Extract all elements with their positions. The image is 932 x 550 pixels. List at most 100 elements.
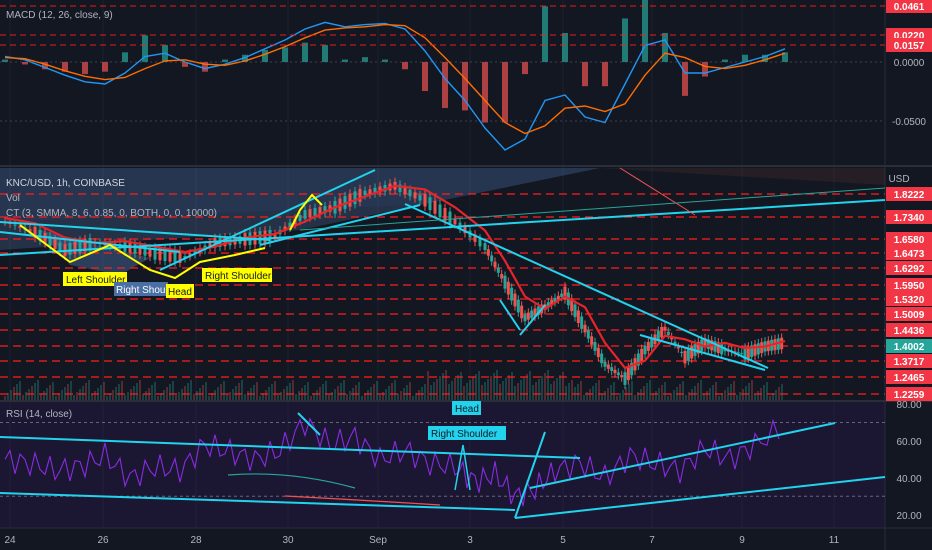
macd-histogram-bar [462,62,468,111]
candle-body [43,233,47,244]
macd-histogram-bar [262,49,268,62]
volume-bar [193,394,195,400]
candle-body [613,369,617,374]
head-label: Head [168,287,192,298]
macd-histogram-bar [2,59,8,62]
macd-histogram-bar [582,62,588,87]
volume-bar [361,396,363,400]
candle-body [298,214,302,221]
volume-bar [100,385,102,400]
price-title[interactable]: KNC/USD, 1h, COINBASE [6,178,125,189]
volume-bar [448,384,450,400]
rsi-title[interactable]: RSI (14, close) [6,409,72,420]
price-level-tag [886,307,932,321]
rsi-trend-line [514,431,546,519]
volume-bar [469,380,471,400]
candle-body [413,192,417,199]
volume-bar [454,378,456,400]
volume-bar [289,383,291,400]
candle-body [378,186,382,193]
candle-body [560,293,564,297]
volume-bar [235,386,237,400]
macd-histogram-bar [102,62,108,72]
currency-label: USD [888,174,909,185]
macd-axis-label: 0.0461 [894,2,925,13]
volume-bar [496,370,498,400]
rsi-head-box[interactable] [452,401,481,415]
candle-body [178,250,182,263]
volume-bar [61,390,63,400]
volume-bar [406,385,408,400]
volume-bar [298,391,300,400]
volume-bar [757,391,759,400]
volume-bar [124,395,126,400]
macd-axis-label: 0.0157 [894,41,925,52]
volume-bar [745,386,747,400]
rsi-right-shoulder-box[interactable] [428,426,506,440]
volume-bar [775,390,777,400]
volume-bar [622,390,624,400]
volume-bar [187,383,189,400]
macd-histogram-bar [662,32,668,62]
candle-body [750,345,754,358]
volume-bar [673,390,675,400]
volume-bar [541,376,543,400]
vol-title[interactable]: Vol [6,193,20,204]
volume-bar [142,394,144,400]
volume-bar [478,371,480,400]
volume-bar [322,384,324,400]
volume-bar [253,385,255,400]
candle-body [163,248,167,262]
volume-bar [535,382,537,400]
volume-bar [118,384,120,400]
indicator-title[interactable]: CT (3, SMMA, 8, 6, 0.85, 0, BOTH, 0, 0, … [6,208,217,219]
volume-bar [70,381,72,400]
right-shou-box[interactable] [114,282,168,296]
volume-bar [430,385,432,400]
macd-histogram-bar [642,0,648,62]
candle-body [308,209,312,218]
volume-bar [610,385,612,400]
candle-body [213,238,217,248]
candle-body [520,305,524,319]
rsi-pattern-line [454,444,471,491]
candle-body [536,306,540,315]
volume-bar [505,378,507,400]
left-shoulder-box[interactable] [63,272,127,286]
candle-body [428,197,432,211]
head-box[interactable] [166,284,194,298]
macd-histogram-bar [142,35,148,62]
volume-bar [646,383,648,400]
candle-body [660,327,664,338]
candle-body [580,316,584,329]
volume-bar [772,393,774,400]
macd-histogram-bar [742,54,748,62]
candle-body [473,234,477,242]
volume-bar [631,381,633,400]
rsi-axis-label: 20.00 [896,511,921,522]
volume-bar [502,381,504,400]
volume-bar [445,370,447,400]
volume-bar [736,395,738,400]
volume-bar [385,389,387,400]
volume-bar [718,396,720,400]
volume-bar [532,385,534,400]
volume-bar [184,386,186,400]
candle-body [348,193,352,207]
candle-body [573,304,577,318]
candle-body [696,341,700,354]
candle-body [603,361,607,367]
macd-histogram-bar [442,62,448,108]
volume-bar [232,389,234,400]
candle-body [656,330,660,341]
macd-histogram-bar [562,32,568,62]
macd-histogram-bar [402,62,408,70]
volume-bar [169,384,171,400]
volume-bar [166,387,168,400]
macd-title[interactable]: MACD (12, 26, close, 9) [6,10,113,21]
right-shoulder-box[interactable] [202,268,272,282]
volume-bar [394,380,396,400]
volume-bar [340,383,342,400]
volume-bar [310,396,312,400]
